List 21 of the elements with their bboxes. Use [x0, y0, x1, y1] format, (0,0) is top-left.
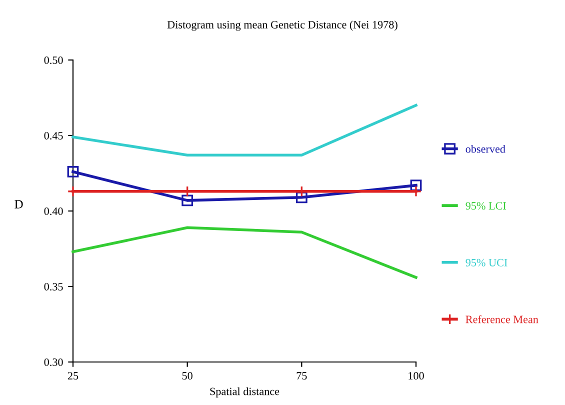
- y-tick-label: 0.40: [44, 207, 63, 216]
- x-tick-label: 50: [182, 372, 192, 380]
- y-tick-label: 0.30: [44, 358, 63, 366]
- x-tick-label: 25: [68, 372, 78, 380]
- point: [410, 180, 422, 192]
- y-tick-label: 0.35: [44, 282, 63, 291]
- x-tick-label: 100: [408, 372, 424, 380]
- legend-label: observed: [466, 144, 506, 153]
- legend-label: 95% LCI: [466, 202, 506, 210]
- y-axis-title: D: [14, 200, 23, 208]
- y-tick-label: 0.45: [44, 132, 63, 140]
- point: [182, 194, 194, 206]
- legend-label: Reference Mean: [466, 315, 538, 324]
- y-tick-label: 0.50: [44, 56, 63, 64]
- legend-label: 95% UCI: [466, 258, 508, 266]
- chart-subtitle: Distogram using mean Genetic Distance (Nei 1978): [167, 20, 398, 31]
- x-tick-label: 75: [296, 372, 307, 380]
- point: [67, 166, 79, 178]
- line-series: [72, 226, 418, 279]
- x-axis-title: Spatial distance: [210, 387, 280, 398]
- point: [296, 192, 308, 204]
